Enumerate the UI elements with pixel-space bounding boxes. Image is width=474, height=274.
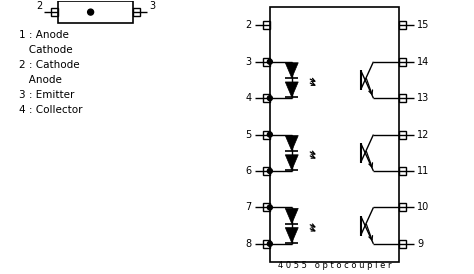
Text: 15: 15	[417, 20, 429, 30]
Text: 2 : Cathode: 2 : Cathode	[19, 60, 80, 70]
Polygon shape	[285, 136, 298, 151]
Text: 5: 5	[246, 130, 252, 139]
Text: 8: 8	[246, 239, 252, 249]
Text: 3: 3	[149, 1, 155, 11]
Text: 13: 13	[417, 93, 429, 103]
Text: 12: 12	[417, 130, 429, 139]
Bar	[399, 240, 406, 248]
Bar	[263, 240, 270, 248]
Text: 10: 10	[417, 202, 429, 212]
Circle shape	[267, 132, 273, 137]
Text: 11: 11	[417, 166, 429, 176]
Circle shape	[267, 169, 273, 173]
Polygon shape	[285, 63, 298, 78]
Bar	[58, 1, 133, 23]
Polygon shape	[285, 228, 298, 243]
Bar	[51, 8, 58, 16]
Circle shape	[88, 9, 93, 15]
Circle shape	[267, 96, 273, 101]
Polygon shape	[285, 155, 298, 170]
Text: 2: 2	[246, 20, 252, 30]
Text: 4: 4	[246, 93, 252, 103]
Bar	[263, 94, 270, 102]
Bar	[263, 167, 270, 175]
Polygon shape	[285, 209, 298, 224]
Text: 4 0 5 5   o p t o c o u p l e r: 4 0 5 5 o p t o c o u p l e r	[278, 261, 392, 270]
Bar	[399, 94, 406, 102]
Bar	[133, 8, 140, 16]
Bar	[263, 21, 270, 29]
Text: 1 : Anode: 1 : Anode	[19, 30, 69, 40]
Text: 4 : Collector: 4 : Collector	[19, 105, 82, 115]
Polygon shape	[285, 82, 298, 97]
Circle shape	[267, 241, 273, 246]
Bar	[399, 58, 406, 66]
Text: Cathode: Cathode	[19, 45, 73, 55]
Text: 2: 2	[36, 1, 42, 11]
Text: Anode: Anode	[19, 75, 62, 85]
Text: 7: 7	[246, 202, 252, 212]
Bar	[270, 7, 399, 262]
Text: 3 : Emitter: 3 : Emitter	[19, 90, 74, 100]
Text: 3: 3	[246, 57, 252, 67]
Bar	[263, 131, 270, 139]
Bar	[263, 203, 270, 212]
Text: 6: 6	[246, 166, 252, 176]
Bar	[399, 21, 406, 29]
Text: 14: 14	[417, 57, 429, 67]
Circle shape	[267, 205, 273, 210]
Bar	[263, 58, 270, 66]
Circle shape	[267, 59, 273, 64]
Bar	[399, 203, 406, 212]
Bar	[399, 167, 406, 175]
Text: 9: 9	[417, 239, 423, 249]
Bar	[399, 131, 406, 139]
